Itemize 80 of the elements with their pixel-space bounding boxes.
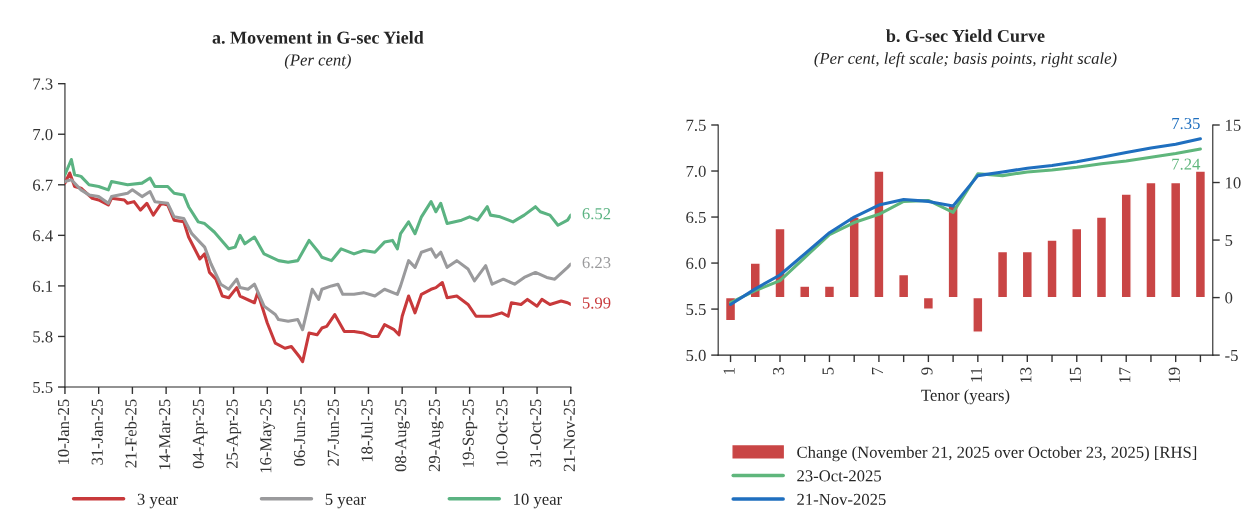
x-tick-label: 3 (772, 367, 785, 375)
bar (1120, 193, 1132, 299)
y-tick-label: 6.1 (33, 280, 53, 292)
x-tick-label: 17 (1119, 367, 1131, 383)
x-tick-label: 1 (723, 367, 735, 374)
bar (1021, 250, 1033, 299)
y-tick-label: 6.5 (686, 211, 706, 224)
x-tick-label: 19-Sep-25 (462, 399, 478, 467)
x-tick-label: 31-Oct-25 (530, 399, 542, 467)
x-tick-label: 29-Aug-25 (428, 399, 444, 472)
x-axis-title: Tenor (years) (921, 389, 1010, 405)
bar (947, 204, 959, 299)
y-tick-label: 7.0 (33, 128, 53, 141)
x-tick-label: 18-Jul-25 (360, 399, 373, 462)
x-tick-label: 25-Apr-25 (226, 399, 242, 469)
line-series (64, 178, 571, 332)
bar (996, 250, 1009, 299)
legend-label: Change (November 21, 2025 over October 23, 2025) [RHS] (797, 446, 1197, 462)
x-tick-label: 9 (921, 367, 933, 375)
y-tick-label: 6.0 (686, 257, 706, 270)
data-label: 7.24 (1172, 158, 1201, 170)
bar (972, 296, 984, 333)
y-tick-label: 5.0 (686, 349, 706, 362)
x-tick-label: 10-Oct-25 (496, 399, 508, 466)
chart-subtitle: (Per cent, left scale; basis points, right scale) (814, 52, 1117, 68)
y2-tick-label: 0 (1225, 292, 1233, 304)
y-tick-label: 5.8 (33, 331, 53, 343)
line-series (64, 171, 571, 364)
x-tick-label: 10-Jan-25 (57, 399, 70, 465)
data-label: 5.99 (582, 297, 611, 309)
x-tick-label: 19 (1168, 367, 1180, 383)
x-tick-label: 7 (872, 367, 883, 375)
bar (1194, 170, 1207, 299)
x-tick-label: 08-Aug-25 (395, 399, 410, 472)
bar (848, 216, 860, 299)
bar (873, 170, 885, 299)
chart-subtitle: (Per cent) (284, 53, 351, 70)
legend-label: 10 year (514, 493, 562, 509)
line-series (64, 157, 571, 264)
x-tick-label: 15 (1069, 367, 1081, 383)
bar (823, 285, 836, 299)
x-tick-label: 21-Feb-25 (124, 399, 137, 468)
y2-tick-label: 15 (1226, 119, 1241, 131)
legend-label: 5 year (325, 493, 366, 509)
y-tick-label: 6.4 (33, 230, 53, 242)
chart-title: a. Movement in G-sec Yield (212, 31, 424, 44)
bar (1046, 239, 1058, 299)
y-tick-label: 5.5 (686, 303, 706, 316)
y-tick-label: 5.5 (33, 381, 53, 394)
bar (1095, 216, 1108, 299)
y-tick-label: 6.7 (33, 179, 53, 191)
x-tick-label: 21-Nov-25 (563, 399, 575, 472)
bar (799, 285, 811, 299)
legend-label: 3 year (137, 493, 178, 509)
legend-label: 23-Oct-2025 (797, 470, 882, 482)
y2-tick-label: -5 (1225, 349, 1238, 362)
bar (898, 273, 910, 299)
y2-tick-label: 10 (1226, 177, 1241, 189)
x-tick-label: 5 (822, 367, 834, 375)
y-tick-label: 7.0 (686, 165, 706, 178)
data-label: 7.35 (1172, 117, 1200, 130)
x-tick-label: 27-Jun-25 (327, 399, 339, 466)
bar (922, 296, 935, 310)
bar (1071, 227, 1083, 299)
x-tick-label: 04-Apr-25 (192, 399, 208, 469)
chart-title: b. G-sec Yield Curve (886, 29, 1045, 43)
x-tick-label: 14-Mar-25 (159, 399, 171, 470)
x-tick-label: 13 (1020, 367, 1032, 383)
legend-label: 21-Nov-2025 (797, 493, 886, 506)
y-tick-label: 7.3 (33, 78, 53, 90)
y2-tick-label: 5 (1225, 234, 1233, 246)
x-tick-label: 11 (970, 367, 982, 382)
bar (1145, 181, 1157, 299)
x-tick-label: 31-Jan-25 (91, 399, 103, 465)
bar (1170, 181, 1182, 299)
y-tick-label: 7.5 (686, 119, 706, 132)
data-label: 6.52 (582, 208, 611, 220)
x-tick-label: 06-Jun-25 (293, 399, 306, 466)
x-tick-label: 16-May-25 (260, 399, 275, 473)
data-label: 6.23 (582, 256, 611, 269)
